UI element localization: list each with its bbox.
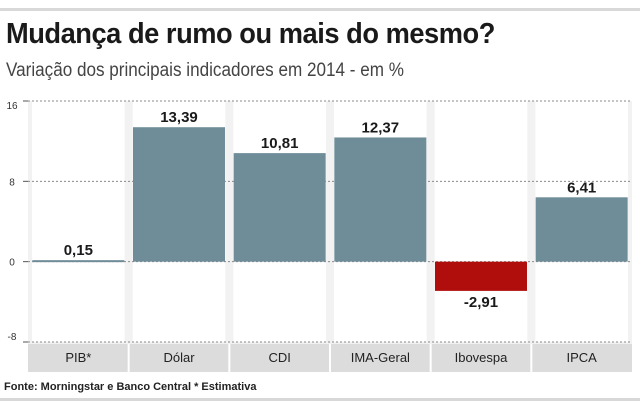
bar-dlar — [133, 127, 225, 262]
bar-ipca — [535, 197, 628, 262]
y-tick-label: 16 — [6, 101, 18, 112]
data-label: 13,39 — [160, 109, 198, 126]
x-tick-label: IPCA — [566, 350, 597, 365]
source-note: Fonte: Morningstar e Banco Central * Est… — [4, 381, 257, 393]
y-tick-label: 8 — [9, 177, 15, 188]
bar-ibovespa — [435, 261, 527, 291]
x-tick-label: Dólar — [163, 350, 195, 365]
x-tick-label: PIB* — [65, 350, 91, 365]
data-label: 6,41 — [567, 179, 596, 196]
bar-imageral — [334, 137, 427, 262]
plot-background — [28, 101, 632, 372]
bar-pib — [32, 260, 125, 263]
x-tick-label: CDI — [268, 350, 290, 365]
y-tick-label: -8 — [8, 332, 17, 343]
x-tick-label: IMA-Geral — [351, 350, 410, 365]
data-label: 10,81 — [261, 135, 299, 152]
bottom-rule — [0, 398, 640, 401]
data-label: 0,15 — [64, 242, 93, 259]
data-label: 12,37 — [362, 119, 400, 136]
category-column — [32, 101, 125, 342]
y-tick-label: 0 — [9, 258, 15, 269]
chart-title: Mudança de rumo ou mais do mesmo? — [6, 18, 495, 50]
x-tick-label: Ibovespa — [455, 350, 509, 365]
bar-cdi — [233, 153, 326, 262]
data-label: -2,91 — [464, 294, 498, 311]
category-column — [434, 101, 528, 342]
top-rule — [0, 8, 640, 11]
chart-subtitle: Variação dos principais indicadores em 2… — [6, 60, 404, 81]
